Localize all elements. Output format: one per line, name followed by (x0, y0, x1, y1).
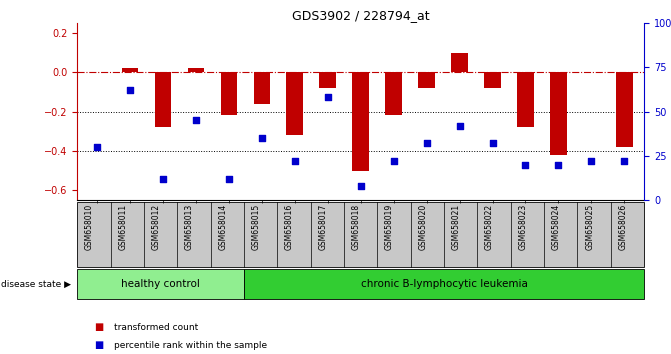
Text: GSM658024: GSM658024 (552, 204, 561, 250)
Text: disease state ▶: disease state ▶ (1, 280, 71, 289)
Text: GSM658012: GSM658012 (152, 204, 160, 250)
Point (356, 183, 366, 189)
Point (256, 135, 267, 141)
Bar (221, 72, 237, 115)
Point (553, 162, 564, 167)
Point (125, 87, 136, 93)
Point (91, 144, 102, 150)
Text: GSM658023: GSM658023 (519, 204, 527, 250)
Point (389, 158, 399, 164)
Point (322, 95, 333, 100)
Point (191, 118, 201, 123)
Point (289, 158, 300, 164)
Text: GSM658026: GSM658026 (619, 204, 627, 250)
Text: percentile rank within the sample: percentile rank within the sample (114, 341, 267, 350)
Text: GSM658021: GSM658021 (452, 204, 461, 250)
Text: GSM658016: GSM658016 (285, 204, 294, 250)
Text: GSM658022: GSM658022 (485, 204, 494, 250)
Bar (254, 72, 270, 104)
Bar (385, 72, 402, 115)
Text: GSM658019: GSM658019 (385, 204, 394, 250)
Bar (352, 72, 369, 171)
Text: healthy control: healthy control (121, 279, 200, 289)
Bar (616, 72, 633, 147)
Text: GSM658025: GSM658025 (585, 204, 594, 250)
Point (158, 176, 168, 182)
Text: GSM658017: GSM658017 (318, 204, 327, 250)
Point (586, 158, 597, 164)
Bar (452, 52, 468, 72)
Title: GDS3902 / 228794_at: GDS3902 / 228794_at (292, 9, 429, 22)
Bar (550, 72, 567, 155)
Text: GSM658010: GSM658010 (85, 204, 94, 250)
Text: GSM658013: GSM658013 (185, 204, 194, 250)
Bar (154, 72, 171, 127)
Bar (517, 72, 533, 127)
Bar (319, 72, 336, 88)
Point (223, 176, 234, 182)
Bar (121, 68, 138, 72)
Text: GSM658015: GSM658015 (252, 204, 260, 250)
Point (421, 141, 432, 146)
Point (454, 123, 465, 129)
Text: GSM658020: GSM658020 (418, 204, 427, 250)
Point (520, 162, 531, 167)
Bar (484, 72, 501, 88)
Text: GSM658011: GSM658011 (118, 204, 127, 250)
Text: transformed count: transformed count (114, 323, 199, 332)
Text: GSM658018: GSM658018 (352, 204, 361, 250)
Point (487, 141, 498, 146)
Text: GSM658014: GSM658014 (218, 204, 227, 250)
Bar (188, 68, 204, 72)
Text: ■: ■ (94, 340, 103, 350)
Text: chronic B-lymphocytic leukemia: chronic B-lymphocytic leukemia (360, 279, 527, 289)
Text: ■: ■ (94, 322, 103, 332)
Bar (287, 72, 303, 135)
Point (619, 158, 630, 164)
Bar (418, 72, 435, 88)
